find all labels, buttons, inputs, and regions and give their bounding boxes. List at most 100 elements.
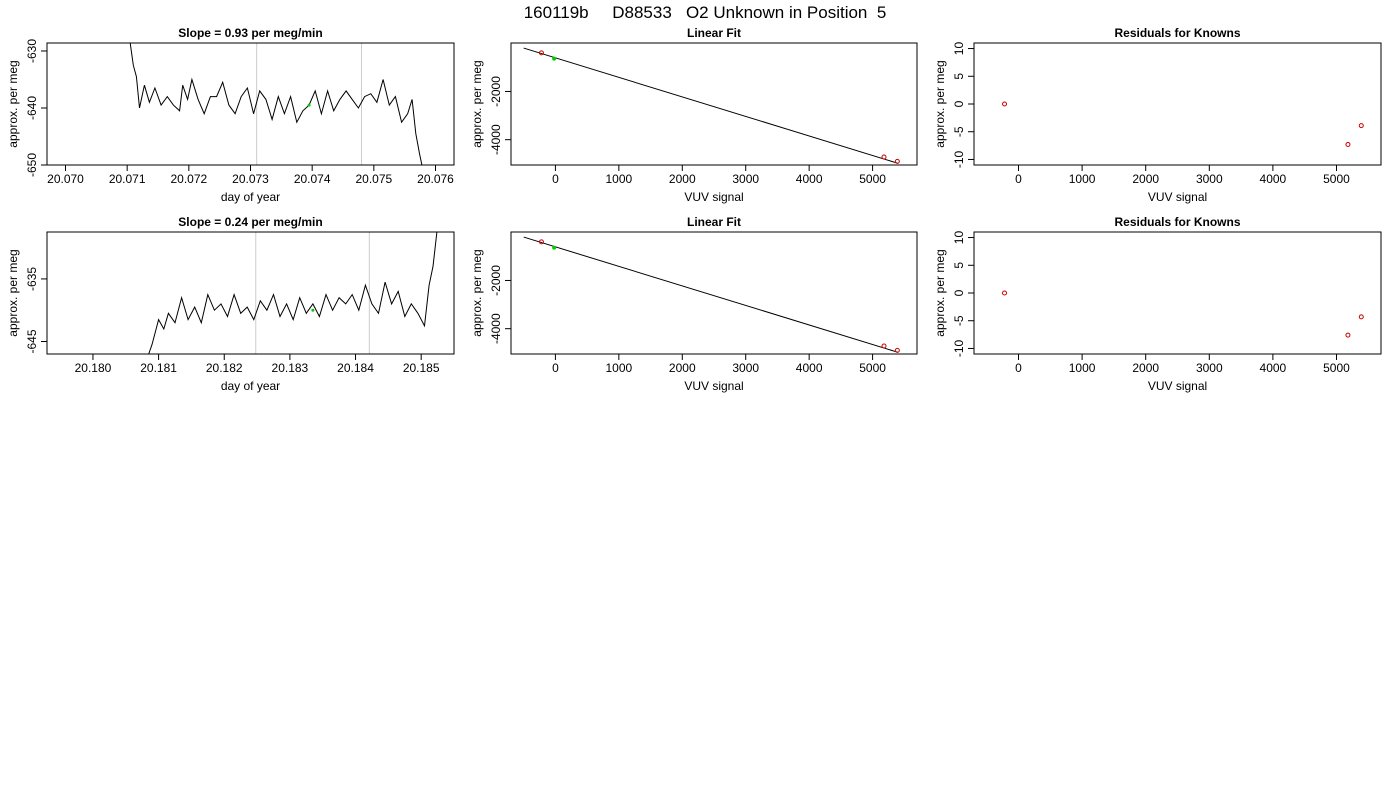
- chart-title: Linear Fit: [687, 26, 741, 40]
- x-axis-label: VUV signal: [684, 379, 743, 393]
- y-tick-label: -635: [25, 267, 39, 291]
- x-tick-label: 5000: [859, 361, 886, 375]
- plot-frame: [973, 231, 1382, 355]
- known-point: [538, 239, 544, 245]
- x-tick-label: 4000: [796, 361, 823, 375]
- y-tick-label: -650: [25, 153, 39, 177]
- x-tick-label: 20.180: [75, 361, 112, 375]
- x-tick-label: 4000: [1260, 361, 1287, 375]
- x-tick-label: 20.070: [47, 172, 84, 186]
- chart-title: Slope = 0.93 per meg/min: [178, 26, 322, 40]
- chart-panel-4: Slope = 0.24 per meg/min 20.180 20.181 20.1…: [6, 215, 455, 393]
- y-tick-label: -10: [952, 339, 966, 357]
- plot-frame: [973, 42, 1382, 166]
- known-point: [1358, 123, 1364, 129]
- y-axis-label: approx. per meg: [6, 60, 20, 147]
- y-tick-label: -4000: [489, 124, 503, 155]
- x-tick-label: 20.076: [417, 172, 454, 186]
- x-tick-label: 0: [1015, 361, 1022, 375]
- x-tick-label: 3000: [732, 361, 759, 375]
- x-tick-label: 1000: [1069, 361, 1096, 375]
- chart-panel-6: Residuals for Knowns 0 1000 2000 3000 4000 500…: [933, 215, 1382, 393]
- known-point: [1345, 332, 1351, 338]
- known-point: [1358, 314, 1364, 320]
- x-tick-label: 3000: [1196, 361, 1223, 375]
- y-tick-label: 0: [952, 100, 966, 107]
- x-tick-label: 20.185: [403, 361, 440, 375]
- y-tick-label: -4000: [489, 313, 503, 344]
- x-tick-label: 4000: [1260, 172, 1287, 186]
- plot-area: [523, 47, 900, 164]
- x-tick-label: 5000: [1323, 361, 1350, 375]
- x-axis-label: day of year: [221, 190, 280, 204]
- y-tick-label: 0: [952, 289, 966, 296]
- plot-area: [523, 236, 900, 353]
- x-axis-label: VUV signal: [1148, 379, 1207, 393]
- known-point: [881, 154, 887, 160]
- plot-frame: [46, 231, 455, 355]
- y-tick-label: 5: [952, 73, 966, 80]
- y-tick-label: -645: [25, 329, 39, 353]
- y-axis-label: approx. per meg: [933, 60, 947, 147]
- y-axis-label: approx. per meg: [470, 249, 484, 336]
- x-tick-label: 20.181: [140, 361, 177, 375]
- x-tick-label: 2000: [1132, 172, 1159, 186]
- chart-panel-1: Slope = 0.93 per meg/min 20.070 20.071 20.0…: [6, 26, 455, 204]
- x-tick-label: 20.075: [355, 172, 392, 186]
- x-tick-label: 3000: [732, 172, 759, 186]
- series-line: [148, 232, 438, 354]
- plot-area: [148, 232, 438, 354]
- y-tick-label: -630: [25, 39, 39, 63]
- known-point: [881, 343, 887, 349]
- x-axis-label: VUV signal: [1148, 190, 1207, 204]
- known-point: [1345, 141, 1351, 147]
- y-tick-label: 10: [952, 42, 966, 56]
- x-tick-label: 20.073: [232, 172, 269, 186]
- x-tick-label: 0: [552, 172, 559, 186]
- y-tick-label: 5: [952, 262, 966, 269]
- plot-area: [129, 43, 423, 165]
- known-point: [894, 158, 900, 164]
- x-tick-label: 5000: [1323, 172, 1350, 186]
- x-tick-label: 5000: [859, 172, 886, 186]
- y-axis-label: approx. per meg: [6, 249, 20, 336]
- x-tick-label: 2000: [669, 361, 696, 375]
- plot-area: [1002, 290, 1364, 338]
- x-tick-label: 20.182: [206, 361, 243, 375]
- y-axis-label: approx. per meg: [470, 60, 484, 147]
- page-title: 160119b D88533 O2 Unknown in Position 5: [524, 3, 887, 22]
- chart-panel-3: Residuals for Knowns 0 1000 2000 3000 4000 500…: [933, 26, 1382, 204]
- x-tick-label: 20.183: [272, 361, 309, 375]
- x-tick-label: 20.072: [170, 172, 207, 186]
- x-tick-label: 1000: [605, 172, 632, 186]
- known-point: [1002, 101, 1008, 107]
- chart-title: Residuals for Knowns: [1114, 26, 1240, 40]
- x-tick-label: 3000: [1196, 172, 1223, 186]
- y-axis-label: approx. per meg: [933, 249, 947, 336]
- chart-title: Linear Fit: [687, 215, 741, 229]
- plot-frame: [46, 42, 455, 166]
- x-tick-label: 4000: [796, 172, 823, 186]
- unknown-point: [307, 103, 311, 107]
- x-tick-label: 2000: [1132, 361, 1159, 375]
- y-tick-label: -10: [952, 150, 966, 168]
- y-tick-label: -2000: [489, 265, 503, 296]
- panels: Slope = 0.93 per meg/min 20.070 20.071 20.0…: [6, 26, 1382, 393]
- x-tick-label: 0: [552, 361, 559, 375]
- x-tick-label: 0: [1015, 172, 1022, 186]
- unknown-point: [311, 308, 315, 312]
- y-tick-label: 10: [952, 231, 966, 245]
- y-tick-label: -640: [25, 96, 39, 120]
- chart-title: Slope = 0.24 per meg/min: [178, 215, 322, 229]
- y-tick-label: -5: [952, 315, 966, 326]
- y-tick-label: -5: [952, 126, 966, 137]
- plot-frame: [510, 231, 918, 355]
- y-tick-label: -2000: [489, 76, 503, 107]
- unknown-point: [552, 56, 557, 61]
- x-tick-label: 20.184: [337, 361, 374, 375]
- plot-area: [1002, 101, 1364, 147]
- x-tick-label: 1000: [1069, 172, 1096, 186]
- known-point: [1002, 290, 1008, 296]
- known-point: [894, 347, 900, 353]
